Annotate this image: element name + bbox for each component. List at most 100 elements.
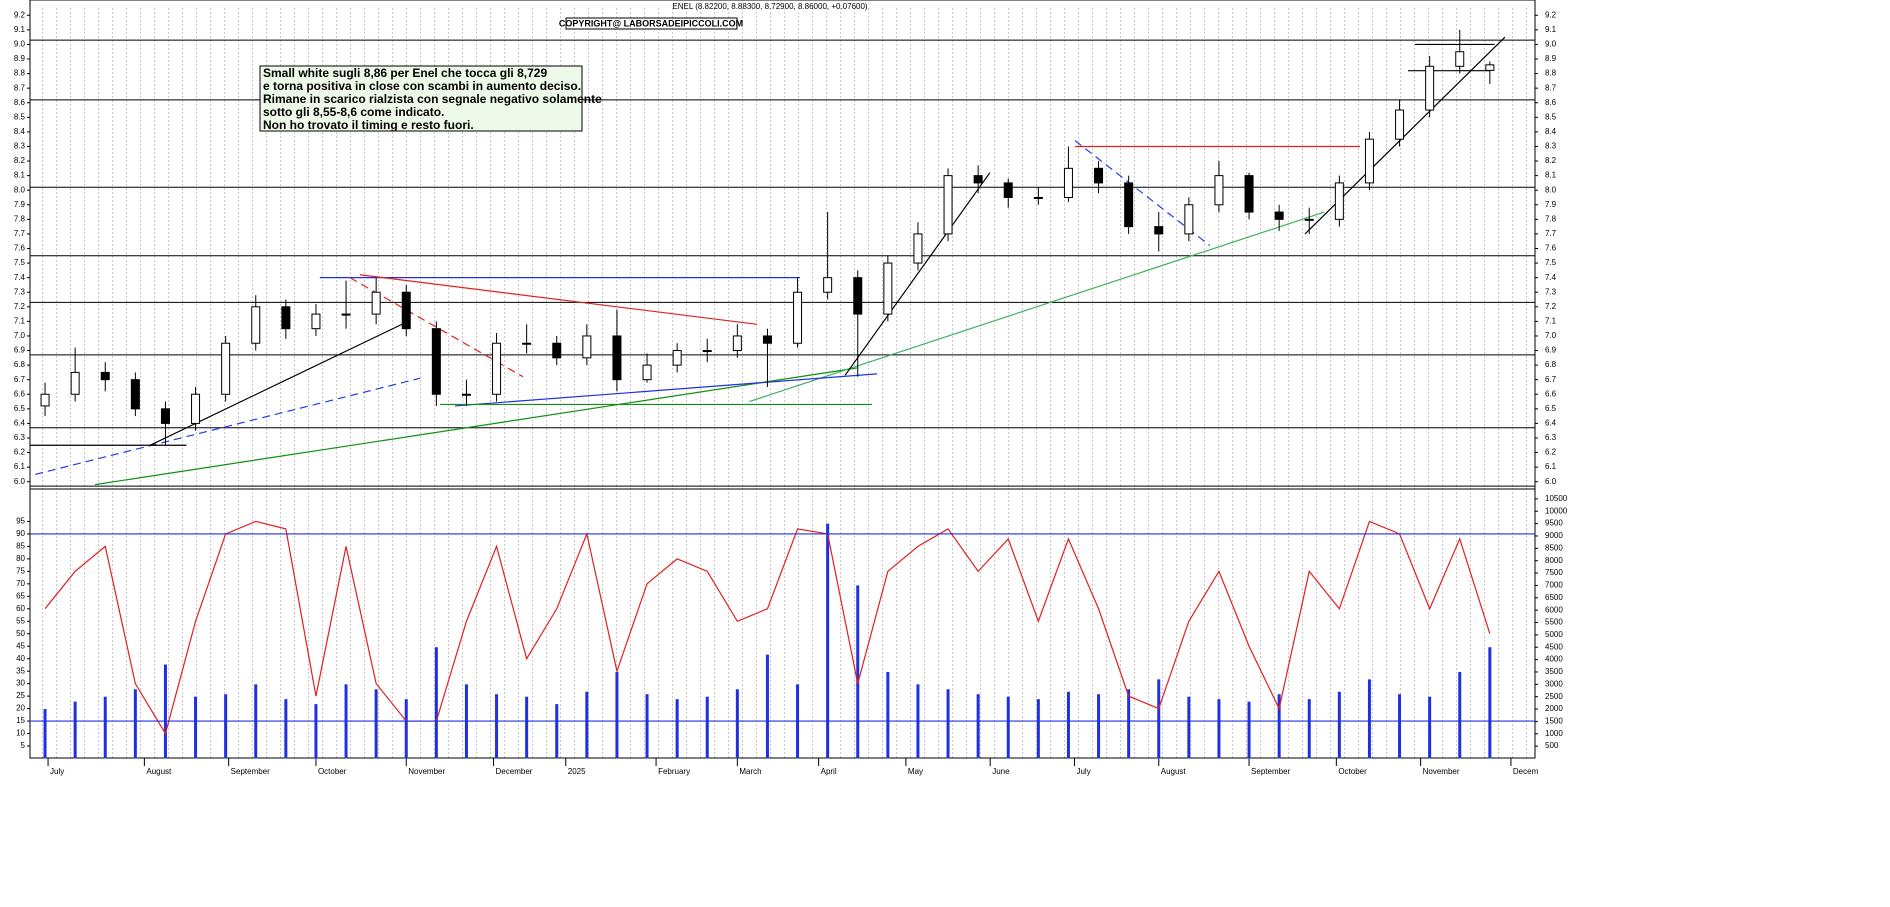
y-tick-label: 6.6 (14, 389, 26, 398)
candle-body (1274, 211, 1284, 220)
candle-body (853, 277, 863, 315)
x-tick-label: 2025 (568, 767, 586, 776)
y-tick-label: 8.3 (14, 142, 26, 151)
candle-body (1033, 196, 1043, 199)
candle-body (130, 379, 140, 410)
volume-bar (1488, 647, 1492, 759)
y-tick-label: 7.7 (1545, 229, 1557, 238)
candle-body (40, 393, 50, 407)
annotation-line: Rimane in scarico rialzista con segnale … (263, 92, 602, 106)
candle-body (913, 233, 923, 264)
trendline (454, 373, 878, 407)
candle-body (70, 371, 80, 395)
y-tick-label: 45 (16, 641, 25, 650)
candle-body (341, 313, 351, 316)
y-tick-label: 6.1 (14, 462, 26, 471)
candle-body (702, 350, 712, 353)
y-tick-label: 6.2 (14, 448, 26, 457)
x-tick-label: July (1076, 767, 1090, 776)
y-tick-label: 8.9 (1545, 54, 1557, 63)
y-tick-label: 20 (16, 704, 25, 713)
candle-body (552, 342, 562, 359)
volume-bar (163, 664, 167, 759)
candle-body (1455, 51, 1465, 67)
y-tick-label: 95 (16, 517, 25, 526)
y-tick-label: 90 (16, 529, 25, 538)
y2-tick-label: 5000 (1545, 630, 1563, 639)
y-tick-label: 7.1 (1545, 316, 1557, 325)
chart-title: ENEL (8.82200, 8.88300, 8.72900, 8.86000… (672, 2, 868, 11)
volume-bar (946, 689, 950, 759)
y-tick-label: 5 (21, 741, 26, 750)
x-tick-label: September (231, 767, 270, 776)
y-tick-label: 8.7 (1545, 83, 1557, 92)
y-tick-label: 35 (16, 666, 25, 675)
y-tick-label: 7.4 (14, 273, 26, 282)
y-tick-label: 6.6 (1545, 389, 1557, 398)
y-tick-label: 8.0 (1545, 185, 1557, 194)
candle-body (762, 335, 772, 344)
copyright-box (565, 17, 738, 30)
y-tick-label: 7.6 (14, 244, 26, 253)
y-tick-label: 6.8 (14, 360, 26, 369)
volume-bar (976, 694, 980, 759)
y-tick-label: 8.2 (14, 156, 26, 165)
annotation-box (259, 65, 583, 132)
y-tick-label: 7.8 (1545, 214, 1557, 223)
y-tick-label: 6.8 (1545, 360, 1557, 369)
trendline (844, 172, 991, 376)
volume-bar (1428, 696, 1432, 759)
y2-tick-label: 9000 (1545, 531, 1563, 540)
volume-bar (1097, 694, 1101, 759)
y2-tick-label: 6000 (1545, 605, 1563, 614)
y-tick-label: 6.9 (14, 346, 26, 355)
y-tick-label: 7.1 (14, 316, 26, 325)
trendline (94, 367, 857, 486)
x-tick-label: Decem (1513, 767, 1539, 776)
candle-body (221, 342, 231, 395)
oscillator-line (44, 520, 1491, 736)
volume-bar (133, 689, 137, 759)
volume-bar (705, 696, 709, 759)
volume-bar (585, 691, 589, 759)
y-tick-label: 9.2 (14, 10, 26, 19)
candle-body (281, 306, 291, 330)
candle-body (1124, 182, 1134, 228)
y-tick-label: 8.6 (14, 98, 26, 107)
volume-bar (224, 694, 228, 759)
y2-tick-label: 500 (1545, 741, 1559, 750)
candle-body (160, 408, 170, 424)
trendline (34, 377, 421, 476)
y-tick-label: 7.7 (14, 229, 26, 238)
y-tick-label: 7.9 (14, 200, 26, 209)
y-tick-label: 8.5 (1545, 112, 1557, 121)
y-tick-label: 8.5 (14, 112, 26, 121)
candle-body (883, 262, 893, 315)
y2-tick-label: 7500 (1545, 568, 1563, 577)
volume-bar (1398, 694, 1402, 759)
x-tick-label: October (1338, 767, 1367, 776)
y-tick-label: 60 (16, 604, 25, 613)
y-tick-label: 6.2 (1545, 448, 1557, 457)
volume-bar (1127, 689, 1131, 759)
y2-tick-label: 2500 (1545, 692, 1563, 701)
y-tick-label: 6.4 (14, 419, 26, 428)
trendline (359, 274, 757, 325)
copyright: COPYRIGHT@ LABORSADEIPICCOLI.COM (559, 18, 743, 28)
candle-body (1184, 204, 1194, 235)
y-tick-label: 8.0 (14, 185, 26, 194)
y-tick-label: 7.3 (14, 287, 26, 296)
y-tick-label: 6.0 (1545, 477, 1557, 486)
y-tick-label: 8.4 (1545, 127, 1557, 136)
x-tick-label: November (408, 767, 445, 776)
y-tick-label: 6.7 (1545, 375, 1557, 384)
y-tick-label: 70 (16, 579, 25, 588)
y-tick-label: 6.3 (14, 433, 26, 442)
volume-bar (1066, 691, 1070, 759)
y-tick-label: 6.5 (1545, 404, 1557, 413)
candle-body (100, 371, 110, 381)
y-tick-label: 6.7 (14, 375, 26, 384)
x-tick-label: April (821, 767, 837, 776)
candle-body (251, 306, 261, 344)
x-tick-label: February (658, 767, 690, 776)
